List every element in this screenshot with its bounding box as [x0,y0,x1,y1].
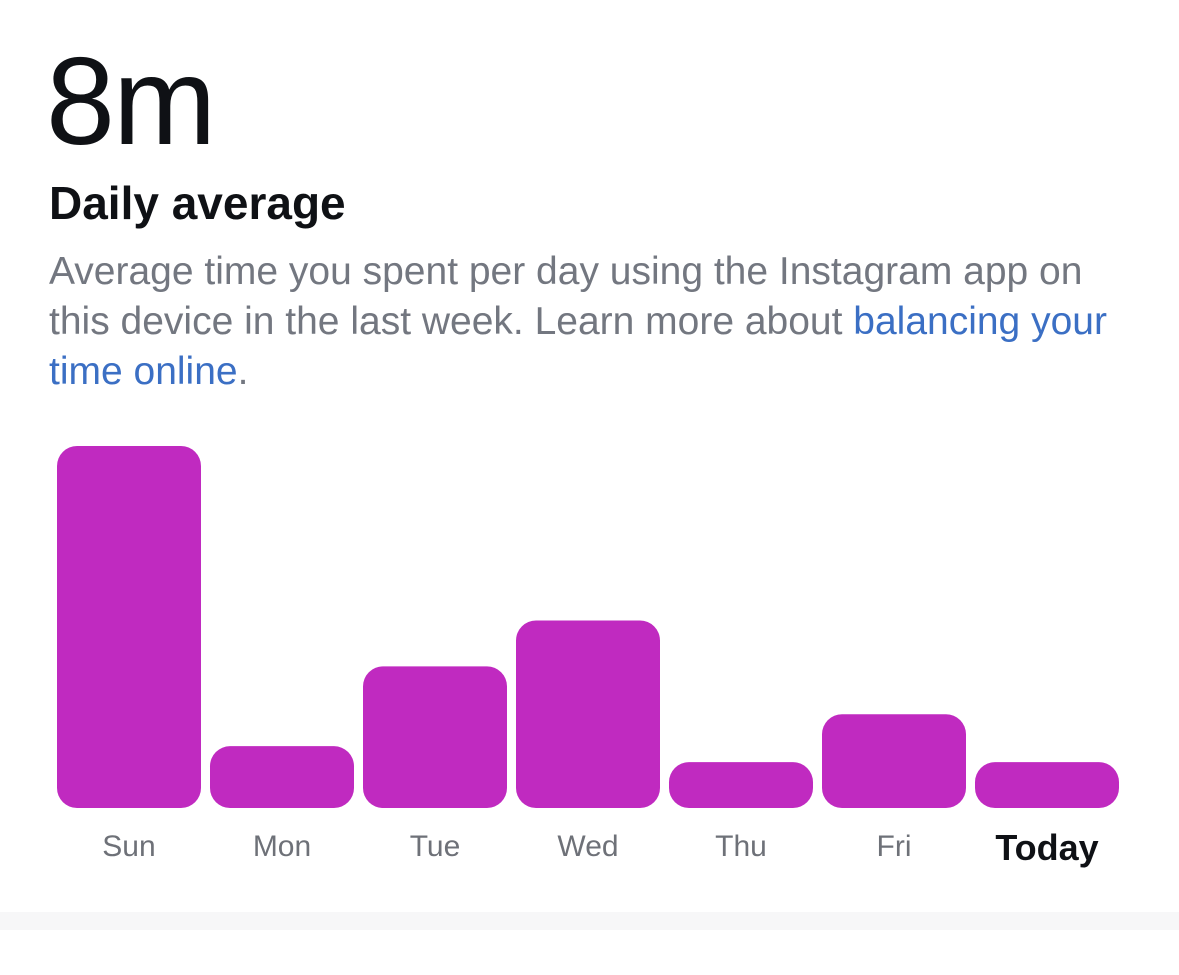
day-label-wed: Wed [557,830,618,863]
bar-wed[interactable] [516,620,660,808]
bar-thu[interactable] [669,762,813,808]
day-label-sun: Sun [102,830,155,863]
day-label-mon: Mon [253,830,311,863]
description-prefix: Average time you spent per day using the… [49,250,1083,343]
day-label-tue: Tue [410,830,461,863]
section-divider [0,912,1179,930]
day-label-thu: Thu [715,830,767,863]
bar-mon[interactable] [210,746,354,808]
day-label-fri: Fri [877,830,912,863]
bar-today[interactable] [975,762,1119,808]
daily-average-label: Daily average [49,177,346,229]
bar-fri[interactable] [822,714,966,808]
description-suffix: . [237,350,249,393]
day-label-today: Today [995,827,1098,868]
daily-average-value: 8m [46,33,216,171]
balancing-time-link[interactable]: balancing your time online [49,300,1107,393]
bar-sun[interactable] [57,446,201,808]
daily-usage-bar-chart: Sun Mon Tue Wed Thu Fri Today [57,446,1119,868]
bar-tue[interactable] [363,666,507,808]
description-text: Average time you spent per day using the… [49,247,1139,397]
